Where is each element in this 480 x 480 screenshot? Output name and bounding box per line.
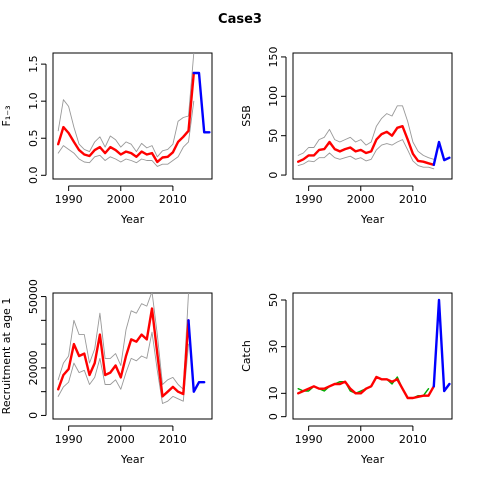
x-tick-label: 1990	[55, 193, 83, 206]
y-tick-label: 30	[267, 340, 280, 354]
plot-frame	[292, 292, 453, 420]
plot-frame	[52, 52, 213, 180]
x-axis-title: Year	[360, 453, 385, 466]
y-tick-label: 1.5	[27, 55, 40, 73]
x-tick-label: 1990	[55, 433, 83, 446]
y-axis-title: Catch	[240, 340, 253, 372]
series-line-upper	[57, 53, 195, 158]
y-tick-label: 0.5	[27, 129, 40, 147]
plot-frame	[52, 292, 213, 420]
x-tick-label: 2010	[159, 433, 187, 446]
x-axis-title: Year	[360, 213, 385, 226]
chart-panel-1: 1990 2000 2010 0.0 0.5 1.0 1.5 Year F₁₋₃	[0, 52, 213, 226]
x-tick-label: 2000	[347, 433, 375, 446]
y-tick-label: 0.0	[27, 167, 40, 185]
series-line-upper	[57, 293, 189, 390]
y-axis-title: Recruitment at age 1	[0, 298, 13, 415]
y-tick-label: 10	[267, 386, 280, 400]
series-line-projection	[187, 319, 206, 393]
x-tick-label: 1990	[295, 433, 323, 446]
x-tick-label: 1990	[295, 193, 323, 206]
chart-panel-4: 1990 2000 2010 0 10 30 50 Year Catch	[240, 292, 453, 466]
y-tick-label: 20000	[27, 350, 40, 385]
series-line-projection	[432, 298, 451, 393]
series-line-projection	[432, 140, 451, 167]
x-tick-label: 2010	[399, 433, 427, 446]
x-tick-label: 2010	[399, 193, 427, 206]
chart-panel-2: 1990 2000 2010 0 50 100 150 Year SSB	[240, 46, 453, 226]
series-line-estimate	[57, 71, 196, 164]
y-axis-title: SSB	[240, 105, 253, 127]
x-tick-label: 2000	[107, 433, 135, 446]
x-tick-label: 2010	[159, 193, 187, 206]
y-tick-label: 0	[27, 412, 40, 419]
y-tick-label: 100	[267, 86, 280, 107]
y-axis-title: F₁₋₃	[0, 106, 13, 127]
x-tick-label: 2000	[347, 193, 375, 206]
x-tick-label: 2000	[107, 193, 135, 206]
y-tick-label: 0	[267, 413, 280, 420]
figure-title: Case3	[218, 12, 262, 27]
y-tick-label: 50000	[27, 279, 40, 314]
x-axis-title: Year	[120, 453, 145, 466]
series-line-lower	[57, 331, 189, 404]
plot-frame	[292, 52, 453, 180]
series-line-projection	[192, 71, 211, 134]
series-line-estimate	[297, 375, 435, 400]
y-tick-label: 1.0	[27, 92, 40, 110]
y-tick-label: 50	[267, 129, 280, 143]
series-line-lower	[297, 139, 435, 170]
y-tick-label: 50	[267, 293, 280, 307]
series-line-upper	[297, 105, 435, 160]
y-tick-label: 150	[267, 46, 280, 67]
chart-panel-3: 1990 2000 2010 0 20000 50000 Year Recruitment a…	[0, 279, 213, 466]
x-axis-title: Year	[120, 213, 145, 226]
series-line-lower	[57, 100, 195, 167]
series-line-estimate	[57, 307, 190, 398]
y-tick-label: 0	[267, 172, 280, 179]
series-line-estimate	[297, 124, 435, 167]
